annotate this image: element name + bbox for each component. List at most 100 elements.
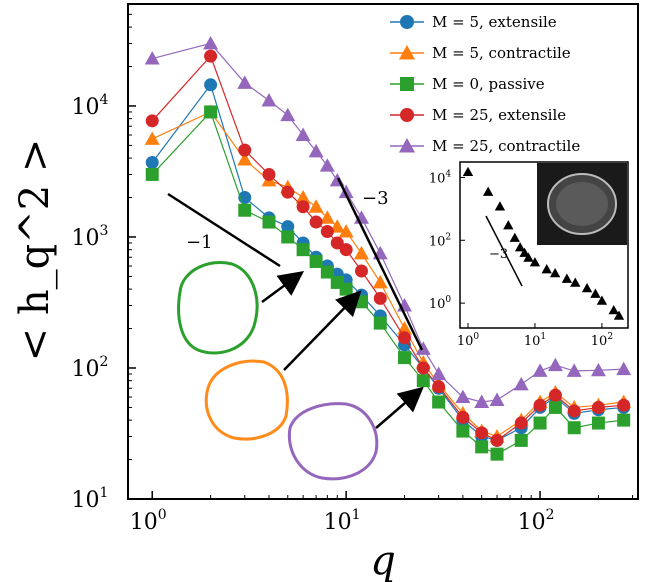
data-point bbox=[474, 394, 490, 408]
y-axis-label: < h_q^2 > bbox=[12, 139, 58, 362]
inset-data-point bbox=[529, 257, 541, 267]
legend-marker bbox=[400, 15, 414, 29]
inset-data-point bbox=[523, 252, 534, 262]
data-point bbox=[237, 152, 253, 166]
legend-marker bbox=[398, 44, 416, 60]
data-point bbox=[309, 215, 323, 229]
data-point bbox=[398, 351, 412, 365]
inset-plot: 100 101 102 100 102 104 −3 bbox=[429, 161, 629, 349]
arrow-purple bbox=[375, 386, 424, 429]
data-point bbox=[533, 398, 547, 412]
inset-data-point bbox=[514, 242, 526, 252]
data-point bbox=[308, 199, 324, 213]
data-point bbox=[339, 243, 353, 257]
data-point bbox=[372, 274, 388, 289]
x-tick-label: 101 bbox=[324, 507, 361, 535]
inset-x-tick-label: 101 bbox=[524, 332, 546, 349]
data-point bbox=[144, 51, 160, 65]
data-point bbox=[145, 156, 159, 170]
data-point bbox=[489, 392, 505, 406]
data-point bbox=[295, 127, 311, 141]
inset-slope-label: −3 bbox=[489, 247, 508, 262]
data-point bbox=[591, 416, 605, 430]
data-point bbox=[261, 93, 277, 107]
data-point bbox=[616, 361, 632, 376]
data-point bbox=[203, 35, 219, 50]
data-point bbox=[320, 225, 334, 239]
data-point bbox=[455, 389, 471, 404]
data-point bbox=[144, 131, 160, 145]
contour-orange bbox=[204, 359, 289, 441]
data-point bbox=[416, 374, 430, 388]
data-point bbox=[262, 215, 276, 229]
inset-x-tick-label: 100 bbox=[457, 332, 480, 349]
data-point bbox=[296, 243, 310, 257]
contour-purple bbox=[287, 402, 379, 481]
data-point bbox=[354, 264, 368, 278]
inset-y-tick-label: 102 bbox=[429, 232, 451, 249]
inset-y-tick-label: 104 bbox=[429, 169, 452, 186]
data-point bbox=[338, 184, 354, 199]
slope-label-minus-1: −1 bbox=[186, 232, 213, 253]
legend: M = 5, extensile M = 5, contractile M = 0,… bbox=[390, 13, 580, 155]
data-point bbox=[456, 410, 470, 424]
legend-marker bbox=[400, 108, 414, 122]
data-point bbox=[432, 395, 446, 409]
data-point bbox=[490, 433, 504, 447]
inset-y-tick-label: 100 bbox=[429, 295, 452, 312]
data-point bbox=[533, 416, 547, 430]
inset-data-point bbox=[570, 277, 581, 287]
data-point bbox=[204, 105, 218, 119]
legend-marker bbox=[400, 77, 414, 91]
data-point bbox=[319, 158, 335, 172]
data-point bbox=[373, 316, 387, 330]
inset-data-point bbox=[541, 264, 552, 274]
legend-label: M = 5, extensile bbox=[432, 13, 557, 31]
data-point bbox=[373, 291, 387, 305]
legend-label: M = 25, extensile bbox=[432, 106, 566, 124]
data-point bbox=[280, 107, 296, 122]
data-point bbox=[338, 224, 354, 238]
data-point bbox=[415, 341, 431, 355]
series-4 bbox=[144, 35, 632, 408]
y-tick-label: 104 bbox=[72, 92, 109, 120]
inset-data-point bbox=[549, 267, 561, 278]
slope-line-minus-3 bbox=[336, 177, 424, 351]
data-point bbox=[548, 400, 562, 414]
arrow-green bbox=[261, 271, 305, 304]
main-series bbox=[144, 35, 632, 461]
data-point bbox=[532, 363, 548, 377]
data-point bbox=[398, 331, 412, 345]
y-tick-label: 102 bbox=[72, 354, 109, 382]
data-point bbox=[295, 190, 311, 204]
data-point bbox=[354, 295, 368, 309]
slope-label-minus-3: −3 bbox=[362, 188, 389, 209]
data-point bbox=[617, 413, 631, 427]
data-point bbox=[432, 380, 446, 394]
inset-data-point bbox=[608, 304, 619, 315]
series-3 bbox=[145, 49, 631, 447]
inset-data-point bbox=[482, 186, 494, 196]
data-point bbox=[319, 210, 335, 224]
inset-data-point bbox=[509, 232, 520, 242]
legend-label: M = 25, contractile bbox=[432, 137, 580, 155]
data-point bbox=[475, 440, 489, 454]
inset-data-point bbox=[462, 166, 474, 177]
inset-data-point bbox=[494, 201, 506, 211]
data-point bbox=[456, 424, 470, 438]
data-point bbox=[567, 404, 581, 418]
cell-interior bbox=[556, 182, 608, 226]
data-point bbox=[566, 363, 582, 377]
data-point bbox=[308, 143, 324, 158]
data-point bbox=[281, 230, 295, 244]
data-point bbox=[309, 254, 323, 268]
inset-data-point bbox=[613, 310, 625, 320]
inset-data-point bbox=[581, 282, 593, 293]
inset-data-point bbox=[590, 288, 601, 298]
data-point bbox=[617, 398, 631, 412]
data-point bbox=[329, 219, 345, 233]
x-axis-label: q bbox=[370, 538, 396, 582]
y-tick-label: 103 bbox=[72, 223, 109, 251]
inset-data-point bbox=[596, 295, 608, 305]
data-point bbox=[238, 203, 252, 217]
